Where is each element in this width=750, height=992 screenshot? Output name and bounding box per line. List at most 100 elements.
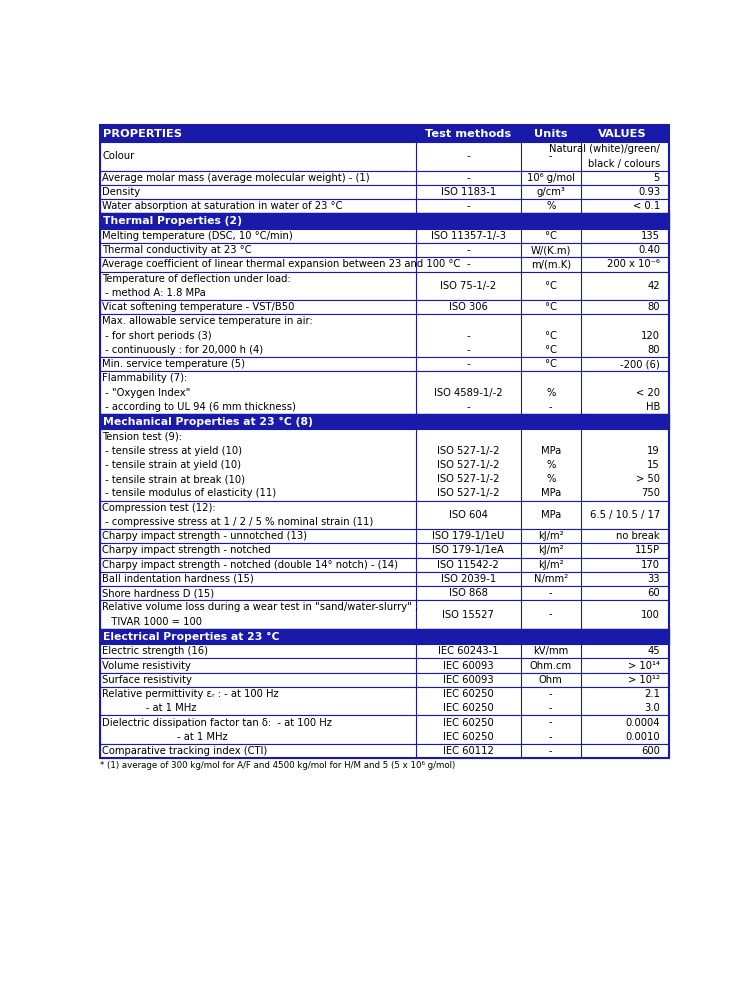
Text: -: - — [466, 245, 470, 255]
Text: -: - — [466, 201, 470, 211]
Text: Natural (white)/green/: Natural (white)/green/ — [549, 144, 660, 155]
Text: °C: °C — [544, 345, 556, 355]
Text: - at 1 MHz: - at 1 MHz — [102, 703, 196, 713]
Bar — [100, 199, 669, 213]
Text: - compressive stress at 1 / 2 / 5 % nominal strain (11): - compressive stress at 1 / 2 / 5 % nomi… — [102, 517, 374, 527]
Text: MPa: MPa — [541, 488, 561, 498]
Bar — [100, 243, 669, 257]
Text: - according to UL 94 (6 mm thickness): - according to UL 94 (6 mm thickness) — [102, 402, 296, 412]
Text: -: - — [466, 402, 470, 412]
Text: - tensile stress at yield (10): - tensile stress at yield (10) — [102, 445, 242, 455]
Text: Ohm: Ohm — [539, 675, 562, 684]
Text: Comparative tracking index (CTI): Comparative tracking index (CTI) — [102, 746, 268, 756]
Text: IEC 60250: IEC 60250 — [443, 732, 494, 742]
Text: ISO 4589-1/-2: ISO 4589-1/-2 — [434, 388, 502, 398]
Bar — [100, 529, 669, 544]
Bar — [100, 430, 669, 501]
Text: °C: °C — [544, 303, 556, 312]
Bar — [100, 571, 669, 586]
Text: 19: 19 — [647, 445, 660, 455]
Bar — [100, 673, 669, 686]
Text: Relative permittivity εᵣ : - at 100 Hz: Relative permittivity εᵣ : - at 100 Hz — [102, 689, 279, 699]
Text: Density: Density — [102, 187, 140, 197]
Bar — [100, 257, 669, 272]
Bar — [100, 544, 669, 558]
Bar — [100, 185, 669, 199]
Text: VALUES: VALUES — [598, 129, 646, 139]
Text: Compression test (12):: Compression test (12): — [102, 503, 216, 513]
Text: -: - — [466, 173, 470, 183]
Text: Vicat softening temperature - VST/B50: Vicat softening temperature - VST/B50 — [102, 303, 295, 312]
Text: Volume resistivity: Volume resistivity — [102, 661, 191, 671]
Text: Charpy impact strength - notched (double 14° notch) - (14): Charpy impact strength - notched (double… — [102, 559, 398, 569]
Text: MPa: MPa — [541, 445, 561, 455]
Text: -200 (6): -200 (6) — [620, 359, 660, 369]
Text: > 10¹⁴: > 10¹⁴ — [628, 661, 660, 671]
Text: Surface resistivity: Surface resistivity — [102, 675, 192, 684]
Text: m/(m.K): m/(m.K) — [531, 259, 571, 270]
Text: IEC 60093: IEC 60093 — [443, 675, 494, 684]
Text: -: - — [466, 330, 470, 340]
Text: Ohm.cm: Ohm.cm — [530, 661, 572, 671]
Text: Mechanical Properties at 23 °C (8): Mechanical Properties at 23 °C (8) — [103, 417, 313, 427]
Bar — [100, 715, 669, 744]
Text: Average molar mass (average molecular weight) - (1): Average molar mass (average molecular we… — [102, 173, 370, 183]
Text: Colour: Colour — [102, 152, 134, 162]
Text: IEC 60250: IEC 60250 — [443, 717, 494, 727]
Text: -: - — [466, 345, 470, 355]
Text: Thermal Properties (2): Thermal Properties (2) — [103, 216, 242, 226]
Text: 200 x 10⁻⁶: 200 x 10⁻⁶ — [608, 259, 660, 270]
Text: °C: °C — [544, 330, 556, 340]
Text: Melting temperature (DSC, 10 °C/min): Melting temperature (DSC, 10 °C/min) — [102, 231, 293, 241]
Text: W/(K.m): W/(K.m) — [530, 245, 571, 255]
Bar — [100, 558, 669, 571]
Text: Thermal conductivity at 23 °C: Thermal conductivity at 23 °C — [102, 245, 252, 255]
Text: °C: °C — [544, 359, 556, 369]
Text: - at 1 MHz: - at 1 MHz — [102, 732, 228, 742]
Text: 3.0: 3.0 — [644, 703, 660, 713]
Text: ISO 527-1/-2: ISO 527-1/-2 — [437, 460, 500, 470]
Text: Test methods: Test methods — [425, 129, 512, 139]
Text: 100: 100 — [641, 609, 660, 620]
Text: 135: 135 — [641, 231, 660, 241]
Text: 0.40: 0.40 — [638, 245, 660, 255]
Text: Electrical Properties at 23 °C: Electrical Properties at 23 °C — [103, 632, 280, 642]
Text: PROPERTIES: PROPERTIES — [103, 129, 182, 139]
Text: %: % — [546, 388, 556, 398]
Text: - continuously : for 20,000 h (4): - continuously : for 20,000 h (4) — [102, 345, 263, 355]
Text: -: - — [549, 609, 553, 620]
Text: 600: 600 — [641, 746, 660, 756]
Text: Ball indentation hardness (15): Ball indentation hardness (15) — [102, 574, 254, 584]
Text: Units: Units — [534, 129, 568, 139]
Text: -: - — [466, 359, 470, 369]
Text: > 50: > 50 — [636, 474, 660, 484]
Text: 10⁶ g/mol: 10⁶ g/mol — [526, 173, 574, 183]
Text: -: - — [549, 689, 553, 699]
Text: Water absorption at saturation in water of 23 °C: Water absorption at saturation in water … — [102, 201, 343, 211]
Text: 5: 5 — [654, 173, 660, 183]
Text: -: - — [466, 152, 470, 162]
Text: Average coefficient of linear thermal expansion between 23 and 100 °C: Average coefficient of linear thermal ex… — [102, 259, 460, 270]
Text: Tension test (9):: Tension test (9): — [102, 432, 182, 441]
Text: MPa: MPa — [541, 510, 561, 520]
Text: -: - — [549, 746, 553, 756]
Text: black / colours: black / colours — [588, 159, 660, 169]
Text: TIVAR 1000 = 100: TIVAR 1000 = 100 — [102, 617, 202, 627]
Bar — [100, 644, 669, 659]
Text: 6.5 / 10.5 / 17: 6.5 / 10.5 / 17 — [590, 510, 660, 520]
Bar — [100, 314, 669, 357]
Text: Min. service temperature (5): Min. service temperature (5) — [102, 359, 245, 369]
Text: IEC 60112: IEC 60112 — [442, 746, 494, 756]
Text: IEC 60250: IEC 60250 — [443, 703, 494, 713]
Text: -: - — [549, 703, 553, 713]
Text: Electric strength (16): Electric strength (16) — [102, 647, 209, 657]
Bar — [100, 600, 669, 629]
Bar — [100, 744, 669, 758]
Text: 15: 15 — [647, 460, 660, 470]
Text: ISO 527-1/-2: ISO 527-1/-2 — [437, 474, 500, 484]
Bar — [100, 586, 669, 600]
Bar — [100, 125, 669, 142]
Text: 750: 750 — [641, 488, 660, 498]
Bar — [100, 171, 669, 185]
Bar — [100, 629, 669, 644]
